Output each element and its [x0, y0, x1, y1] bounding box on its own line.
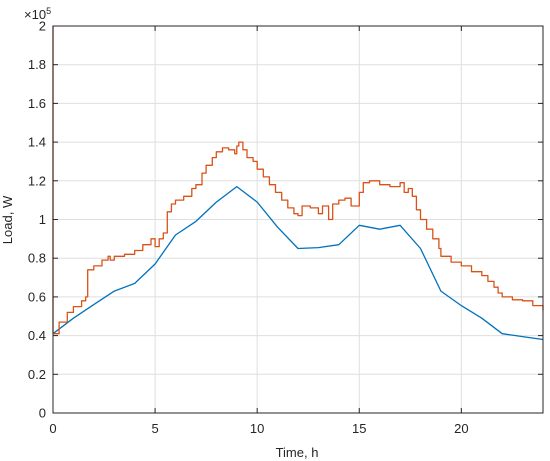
x-tick-label-2: 10 — [250, 421, 264, 436]
y-tick-label-7: 1.4 — [28, 135, 46, 150]
x-tick-label-1: 5 — [151, 421, 158, 436]
y-tick-label-2: 0.4 — [28, 328, 46, 343]
y-tick-label-1: 0.2 — [28, 367, 46, 382]
y-tick-label-3: 0.6 — [28, 289, 46, 304]
y-tick-label-9: 1.8 — [28, 57, 46, 72]
y-tick-label-8: 1.6 — [28, 96, 46, 111]
y-tick-label-4: 0.8 — [28, 251, 46, 266]
y-exponent-base: ×10 — [24, 7, 46, 22]
x-tick-label-3: 15 — [352, 421, 366, 436]
tick-marks — [52, 25, 543, 414]
y-tick-label-10: 2 — [39, 19, 46, 34]
x-tick-label-4: 20 — [454, 421, 468, 436]
y-axis-label: Load, W — [0, 195, 15, 244]
y-tick-label-5: 1 — [39, 212, 46, 227]
x-axis-label: Time, h — [276, 445, 319, 460]
y-exponent-label: ×105 — [24, 6, 51, 22]
y-tick-label-0: 0 — [39, 406, 46, 421]
y-tick-label-6: 1.2 — [28, 173, 46, 188]
y-exponent-power: 5 — [46, 6, 51, 16]
series-line-2 — [53, 141, 544, 335]
tick-labels: 0 5 10 15 20 0 0.2 0.4 0.6 0.8 1 1.2 1.4 1.6 1.8 2 — [28, 19, 469, 437]
series-line-1 — [52, 185, 544, 341]
x-tick-label-0: 0 — [49, 421, 56, 436]
